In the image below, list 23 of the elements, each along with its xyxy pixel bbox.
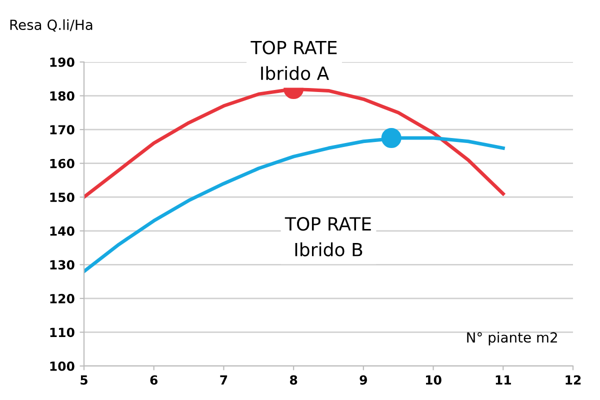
y-tick-label: 160: [50, 158, 74, 168]
x-tick-label: 5: [80, 375, 88, 385]
y-tick-label: 120: [50, 294, 74, 304]
y-tick-label: 110: [50, 328, 74, 338]
x-axis-title: N° piante m2: [467, 332, 557, 346]
x-tick-label: 6: [150, 375, 158, 385]
x-tick-label: 8: [290, 375, 298, 385]
x-tick-label: 11: [496, 375, 511, 385]
line-series: [84, 87, 505, 199]
annotation: TOP RATE Ibrido A: [250, 40, 337, 80]
y-axis-title: Resa Q.li/Ha: [10, 19, 92, 32]
annotation: TOP RATE Ibrido B: [284, 217, 371, 256]
y-tick-label: 190: [50, 57, 74, 67]
y-tick-label: 150: [50, 192, 74, 202]
x-tick-label: 7: [220, 375, 228, 385]
y-tick-label: 180: [50, 91, 74, 101]
y-tick-label: 140: [50, 226, 74, 236]
y-tick-label: 100: [50, 361, 74, 371]
x-tick-label: 12: [566, 375, 581, 385]
y-tick-label: 170: [50, 125, 74, 134]
x-tick-label: 9: [360, 375, 367, 385]
x-tick-label: 10: [426, 375, 442, 385]
y-tick-label: 130: [50, 260, 74, 270]
